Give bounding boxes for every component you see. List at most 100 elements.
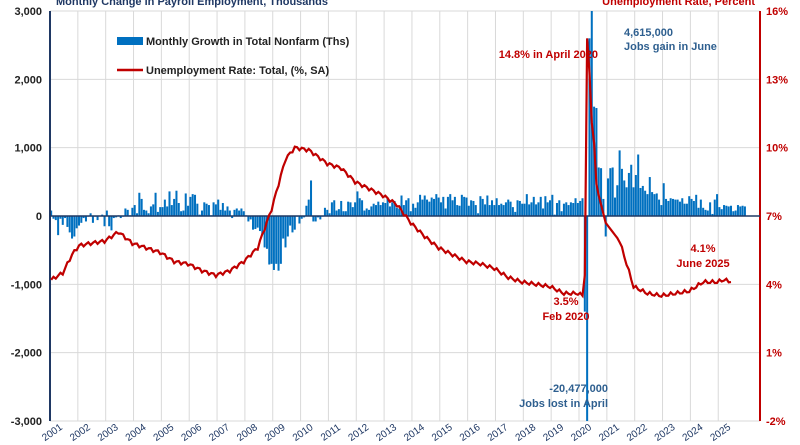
x-tick-label: 2004 — [124, 422, 149, 444]
x-tick-label: 2003 — [96, 422, 121, 444]
bar — [328, 213, 331, 216]
bar — [507, 199, 510, 216]
bar — [207, 205, 210, 216]
bar — [265, 216, 268, 249]
bar — [423, 195, 426, 216]
bar — [258, 216, 261, 232]
bar — [444, 208, 447, 216]
bar — [616, 185, 619, 216]
unemployment-line — [50, 38, 732, 299]
bar — [567, 205, 570, 216]
bar — [163, 199, 166, 216]
bar — [282, 216, 285, 239]
bar — [665, 198, 668, 216]
bar — [205, 203, 208, 216]
bar — [54, 216, 57, 221]
bar — [702, 207, 705, 216]
bar — [678, 201, 681, 216]
legend-bar-swatch — [117, 37, 143, 45]
bar — [729, 205, 733, 216]
right-tick-label: 7% — [766, 211, 782, 223]
legend: Monthly Growth in Total Nonfarm (Ths) Un… — [117, 36, 350, 77]
annotation-latest-rate: 4.1% — [690, 243, 715, 255]
bar — [182, 210, 185, 216]
bar — [312, 216, 315, 222]
x-tick-label: 2010 — [291, 422, 316, 444]
bar — [200, 210, 203, 216]
bar — [254, 216, 257, 229]
bar — [305, 205, 308, 216]
annotation-feb-rate: 3.5% — [553, 296, 578, 308]
x-tick-label: 2015 — [430, 422, 455, 444]
bar — [479, 196, 482, 216]
bar — [409, 211, 412, 216]
x-tick-label: 2025 — [709, 422, 734, 444]
bar — [581, 198, 584, 216]
bar — [574, 198, 577, 216]
bar — [252, 216, 255, 230]
bar — [212, 202, 215, 216]
bar — [298, 216, 301, 224]
bar — [82, 216, 85, 219]
bar — [256, 216, 259, 228]
bar — [168, 191, 171, 216]
left-tick-label: 0 — [36, 211, 42, 223]
left-tick-label: 1,000 — [14, 143, 42, 155]
left-tick-label: 3,000 — [14, 6, 42, 18]
bar — [437, 197, 440, 216]
annotation-jobs-lost-label: Jobs lost in April — [519, 398, 608, 410]
bar — [405, 200, 408, 216]
bar — [611, 167, 614, 216]
bar — [542, 208, 545, 216]
right-axis-title: Unemployment Rate, Percent — [602, 0, 755, 8]
bar — [477, 213, 480, 216]
bar — [275, 216, 278, 264]
bar — [565, 202, 568, 216]
bar — [451, 200, 454, 216]
bar — [242, 211, 245, 216]
bar — [154, 192, 157, 216]
bar — [196, 203, 199, 216]
bar — [187, 205, 190, 216]
bar — [347, 201, 350, 216]
bar — [337, 209, 340, 216]
bar — [646, 194, 649, 216]
bar — [57, 216, 60, 236]
bar — [356, 191, 359, 216]
bar — [391, 202, 394, 216]
x-tick-label: 2014 — [402, 422, 427, 444]
bar — [247, 216, 250, 222]
bar — [537, 202, 540, 216]
bar — [110, 216, 113, 231]
bar — [470, 200, 473, 216]
bar — [330, 202, 333, 216]
bar — [472, 200, 475, 216]
bar — [535, 204, 538, 216]
bar — [191, 194, 194, 216]
bar — [669, 198, 672, 216]
bar — [402, 205, 405, 216]
bar — [170, 205, 173, 216]
right-tick-label: 10% — [766, 143, 788, 155]
bar — [465, 197, 468, 216]
bar — [184, 193, 187, 216]
bar — [419, 194, 422, 216]
bar — [103, 216, 106, 227]
bar — [435, 194, 438, 216]
bar — [514, 211, 517, 216]
bar — [716, 194, 719, 216]
bar — [644, 190, 647, 216]
bar — [314, 216, 317, 222]
annotation-latest-label: June 2025 — [676, 258, 729, 270]
bar — [509, 201, 512, 216]
bar — [416, 202, 419, 216]
bar — [386, 198, 389, 216]
bar — [412, 203, 415, 216]
bar — [91, 216, 94, 223]
bar — [133, 205, 136, 216]
bar — [372, 203, 375, 216]
bar — [486, 195, 489, 216]
bar — [467, 205, 470, 216]
bar — [384, 203, 387, 216]
bar — [161, 207, 164, 216]
